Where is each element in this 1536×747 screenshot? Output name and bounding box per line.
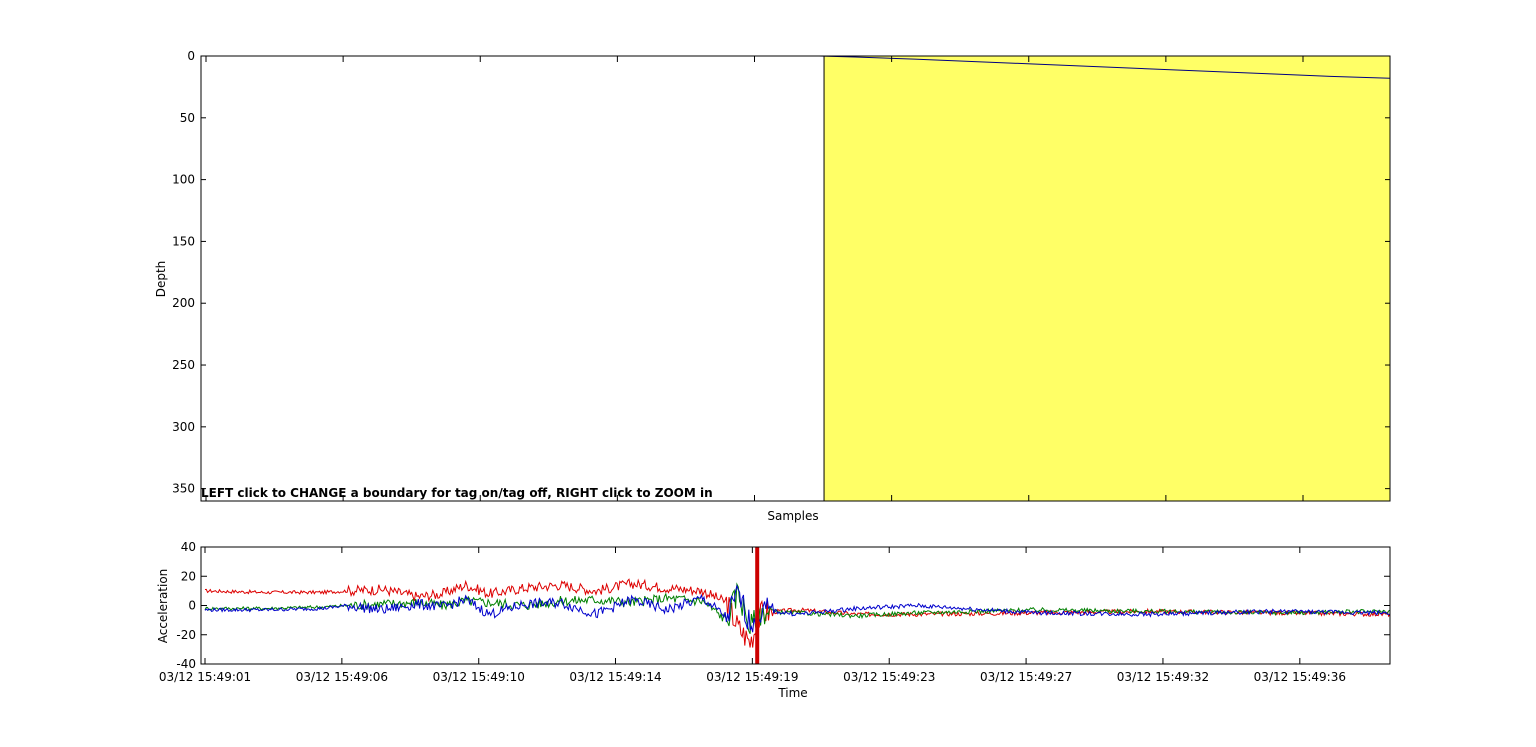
acceleration-series-line-2	[204, 584, 1391, 633]
acceleration-x-ticks: 03/12 15:49:01 03/12 15:49:06 03/12 15:49:…	[159, 547, 1346, 684]
acceleration-y-tick-label: 20	[181, 569, 196, 583]
acceleration-x-tick-label: 03/12 15:49:14	[569, 670, 661, 684]
acceleration-x-tick-label: 03/12 15:49:10	[433, 670, 525, 684]
depth-y-tick-label: 300	[172, 420, 195, 434]
acceleration-y-tick-label: 40	[181, 540, 196, 554]
depth-series	[819, 55, 1391, 79]
depth-x-ticks	[205, 56, 1304, 501]
acceleration-plot-area[interactable]	[201, 547, 1390, 664]
depth-y-tick-label: 250	[172, 358, 195, 372]
acceleration-x-tick-label: 03/12 15:49:06	[296, 670, 388, 684]
acceleration-x-tick-label: 03/12 15:49:36	[1254, 670, 1346, 684]
depth-x-axis-label: Samples	[767, 509, 818, 523]
depth-chart[interactable]: 0 50 100 150 200 250 300 350 Depth Samples LEFT…	[154, 49, 1391, 523]
depth-y-axis-label: Depth	[154, 261, 168, 298]
acceleration-axes-box	[200, 546, 1391, 665]
acceleration-chart[interactable]: -40 -20 0 20 40 03/12 15:49:01 03/12 15:49:06…	[156, 540, 1391, 700]
acceleration-y-ticks: -40 -20 0 20 40	[176, 540, 1390, 671]
acceleration-x-tick-label: 03/12 15:49:27	[980, 670, 1072, 684]
instruction-annotation: LEFT click to CHANGE a boundary for tag …	[201, 486, 713, 500]
acceleration-y-tick-label: -40	[176, 657, 196, 671]
acceleration-y-tick-label: 0	[188, 599, 196, 613]
depth-y-tick-label: 200	[172, 296, 195, 310]
acceleration-y-tick-label: -20	[176, 628, 196, 642]
depth-y-tick-label: 0	[187, 49, 195, 63]
depth-axes-box	[200, 55, 1391, 502]
depth-series-line-0	[819, 55, 1391, 79]
acceleration-x-tick-label: 03/12 15:49:23	[843, 670, 935, 684]
acceleration-y-axis-label: Acceleration	[156, 569, 170, 644]
depth-y-ticks: 0 50 100 150 200 250 300 350	[172, 49, 1390, 496]
depth-y-tick-label: 100	[172, 173, 195, 187]
acceleration-x-tick-label: 03/12 15:49:19	[706, 670, 798, 684]
acceleration-x-axis-label: Time	[777, 686, 807, 700]
depth-y-tick-label: 50	[180, 111, 195, 125]
tag-on-region[interactable]	[824, 56, 1390, 501]
acceleration-x-tick-label: 03/12 15:49:01	[159, 670, 251, 684]
acceleration-x-tick-label: 03/12 15:49:32	[1117, 670, 1209, 684]
depth-y-tick-label: 350	[172, 482, 195, 496]
acceleration-series	[204, 578, 1391, 648]
depth-y-tick-label: 150	[172, 234, 195, 248]
